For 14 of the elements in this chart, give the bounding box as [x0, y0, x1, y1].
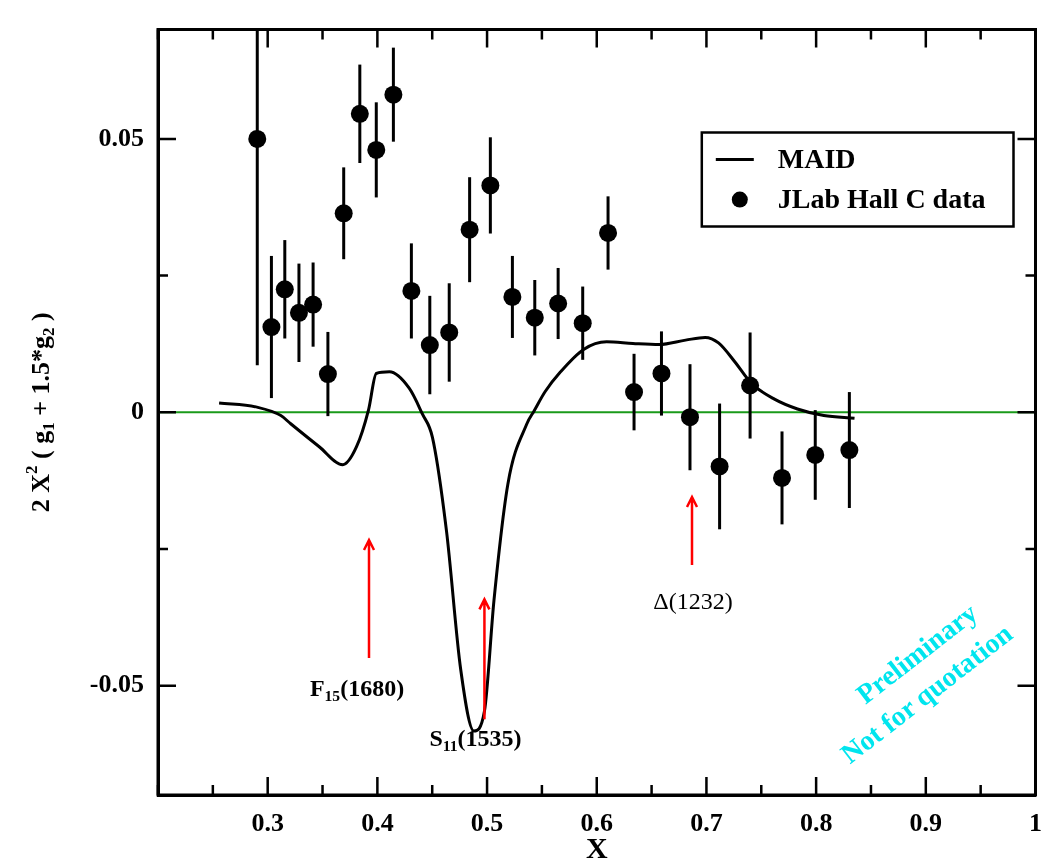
legend-label: JLab Hall C data [777, 182, 986, 214]
x-tick-label: 0.5 [470, 808, 504, 838]
x-tick-label: 0.3 [251, 808, 284, 838]
annotation: Δ(1232) [653, 588, 733, 615]
y-axis-title: 2 X2 ( g1 + 1.5*g2 ) [22, 312, 59, 513]
y-tick-label: 0 [131, 396, 144, 426]
x-tick-label: 0.9 [909, 808, 943, 838]
x-tick-label: 0.4 [361, 808, 394, 838]
legend-label: MAID [777, 142, 856, 174]
x-tick-label: 0.7 [690, 808, 723, 838]
y-tick-label: -0.05 [89, 669, 144, 699]
x-tick-label: 0.8 [799, 808, 833, 838]
x-tick-label: 1 [1029, 808, 1042, 838]
y-tick-label: 0.05 [98, 122, 144, 152]
